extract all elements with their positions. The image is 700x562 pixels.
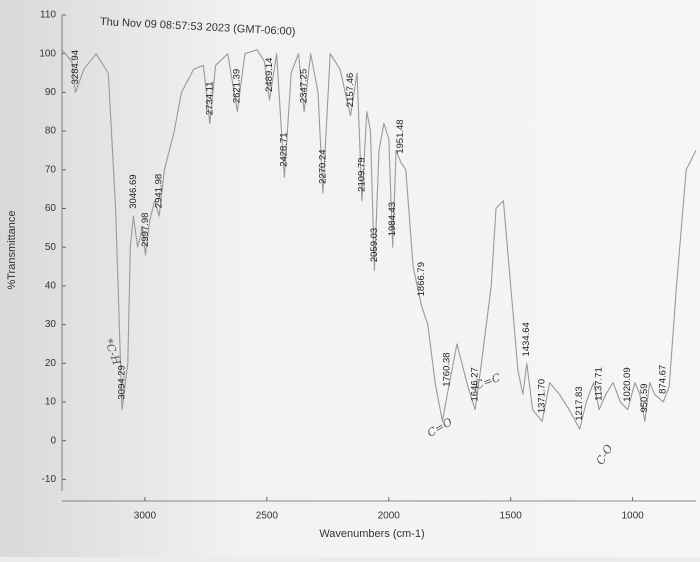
peak-label: 874.67 [658, 365, 669, 394]
y-tick-label: 90 [45, 87, 57, 98]
peak-label: 1434.64 [521, 322, 532, 356]
x-tick-label: 1500 [500, 511, 523, 522]
peak-label: 1217.83 [574, 386, 585, 420]
x-tick-label: 2500 [256, 511, 279, 522]
y-tick-label: 70 [45, 164, 57, 175]
y-tick-label: 0 [50, 435, 56, 446]
y-tick-label: 10 [45, 397, 57, 408]
peak-label: 1760.38 [442, 352, 453, 386]
x-axis-label: Wavenumbers (cm-1) [319, 528, 424, 540]
y-axis-label: %Transmittance [6, 210, 18, 289]
peak-label: 2621.39 [232, 69, 243, 103]
peak-label: 2270.24 [317, 149, 328, 183]
peak-label: 3046.69 [128, 174, 139, 208]
y-tick-label: 60 [45, 203, 57, 214]
peak-label: 2347.25 [299, 69, 310, 103]
peak-label: 3284.94 [70, 50, 81, 84]
peak-label: 2428.71 [279, 132, 290, 166]
y-tick-label: 40 [45, 281, 57, 292]
y-tick-label: -10 [42, 474, 57, 485]
peak-label: 950.59 [639, 383, 650, 412]
peak-label: 1371.70 [536, 379, 547, 413]
y-tick-label: 20 [45, 358, 57, 369]
peak-label: 1866.79 [416, 262, 427, 296]
peak-label: 1984.43 [387, 202, 398, 236]
peak-label: 2059.03 [369, 228, 380, 262]
peak-label: 2109.79 [356, 157, 367, 191]
peak-label: 1951.48 [395, 119, 406, 153]
peak-label: 2157.46 [345, 73, 356, 107]
x-tick-label: 1000 [621, 511, 644, 522]
y-tick-label: 50 [45, 242, 57, 253]
peak-label: 1020.09 [622, 367, 633, 401]
peak-label: 3094.29 [116, 365, 127, 399]
spectrum-line [61, 49, 697, 430]
x-tick-label: 2000 [378, 511, 401, 522]
peak-label: 2734.11 [204, 81, 215, 115]
y-tick-label: 110 [40, 10, 56, 21]
peak-label: 2489.14 [264, 58, 275, 92]
peak-label: 1646.27 [470, 367, 481, 401]
peak-label: 1137.71 [594, 367, 605, 401]
y-tick-label: 100 [39, 48, 56, 59]
peak-label: 2997.98 [140, 213, 151, 247]
x-tick-label: 3000 [134, 511, 157, 522]
peak-label: 2941.98 [154, 174, 165, 208]
y-tick-label: 30 [45, 319, 57, 330]
y-tick-label: 80 [45, 126, 57, 137]
